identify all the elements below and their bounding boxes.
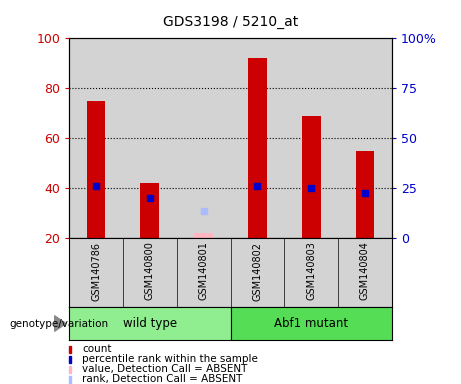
Bar: [69, 307, 230, 340]
Bar: [248, 58, 267, 238]
Text: GSM140801: GSM140801: [199, 242, 209, 300]
Text: GSM140802: GSM140802: [252, 242, 262, 301]
Text: count: count: [82, 344, 112, 354]
Bar: [87, 101, 106, 238]
Text: percentile rank within the sample: percentile rank within the sample: [82, 354, 258, 364]
Text: GSM140800: GSM140800: [145, 242, 155, 300]
Bar: [123, 38, 177, 238]
Text: value, Detection Call = ABSENT: value, Detection Call = ABSENT: [82, 364, 248, 374]
Text: GDS3198 / 5210_at: GDS3198 / 5210_at: [163, 15, 298, 29]
Bar: [355, 151, 374, 238]
Bar: [69, 38, 123, 238]
Bar: [177, 38, 230, 238]
Bar: [338, 38, 392, 238]
Text: GSM140786: GSM140786: [91, 242, 101, 301]
Text: Abf1 mutant: Abf1 mutant: [274, 317, 348, 330]
Bar: [284, 38, 338, 238]
Polygon shape: [54, 316, 66, 331]
Bar: [230, 38, 284, 238]
Text: GSM140803: GSM140803: [306, 242, 316, 300]
Bar: [141, 183, 159, 238]
Bar: [194, 233, 213, 238]
Text: rank, Detection Call = ABSENT: rank, Detection Call = ABSENT: [82, 374, 242, 384]
Text: genotype/variation: genotype/variation: [9, 318, 108, 329]
Bar: [302, 116, 320, 238]
Bar: [230, 307, 392, 340]
Text: GSM140804: GSM140804: [360, 242, 370, 300]
Text: wild type: wild type: [123, 317, 177, 330]
